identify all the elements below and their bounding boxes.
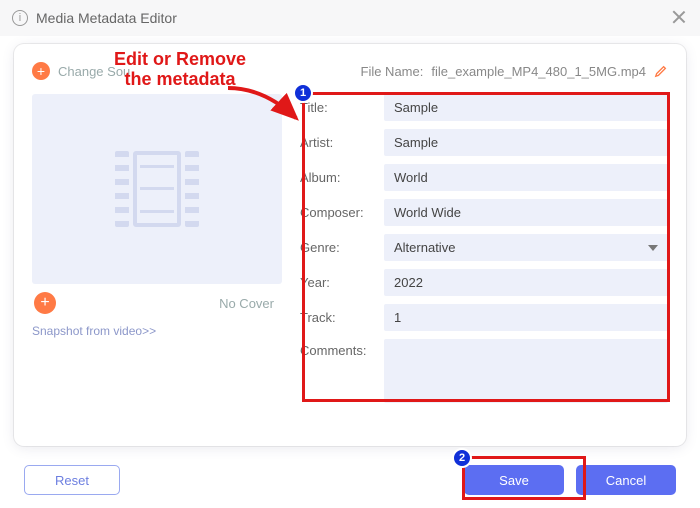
genre-value: Alternative [394,240,455,255]
metadata-form: Title: Artist: Album: Composer: Genre: A… [300,94,668,434]
cover-preview [32,94,282,284]
year-label: Year: [300,275,378,290]
close-icon[interactable] [672,10,686,24]
album-input[interactable] [384,164,668,191]
album-label: Album: [300,170,378,185]
content-row: + No Cover Snapshot from video>> Title: … [32,94,668,434]
track-label: Track: [300,310,378,325]
footer: Reset Save Cancel [0,452,700,508]
editor-card: + Change Sou File Name: file_example_MP4… [14,44,686,446]
change-source[interactable]: + Change Sou [32,62,130,80]
comments-label: Comments: [300,339,378,358]
artist-label: Artist: [300,135,378,150]
cover-column: + No Cover Snapshot from video>> [32,94,282,434]
file-name-label: File Name: [361,64,424,79]
file-name-value: file_example_MP4_480_1_5MG.mp4 [431,64,646,79]
titlebar: i Media Metadata Editor [0,0,700,36]
edit-filename-icon[interactable] [654,64,668,78]
no-cover-label: No Cover [219,296,274,311]
title-label: Title: [300,100,378,115]
year-input[interactable] [384,269,668,296]
comments-input[interactable] [384,339,668,403]
chevron-down-icon [648,245,658,251]
save-button[interactable]: Save [464,465,564,495]
genre-select[interactable]: Alternative [384,234,668,261]
plus-icon: + [32,62,50,80]
window-title: Media Metadata Editor [36,10,177,26]
artist-input[interactable] [384,129,668,156]
composer-input[interactable] [384,199,668,226]
change-source-label: Change Sou [58,64,130,79]
reset-button[interactable]: Reset [24,465,120,495]
title-input[interactable] [384,94,668,121]
cancel-button[interactable]: Cancel [576,465,676,495]
filename-display: File Name: file_example_MP4_480_1_5MG.mp… [361,64,669,79]
footer-right: Save Cancel [464,465,676,495]
cover-placeholder-icon [115,151,199,227]
composer-label: Composer: [300,205,378,220]
genre-label: Genre: [300,240,378,255]
info-icon: i [12,10,28,26]
cover-footer: + No Cover [32,284,282,314]
card-header-row: + Change Sou File Name: file_example_MP4… [32,58,668,84]
snapshot-from-video-link[interactable]: Snapshot from video>> [32,324,282,338]
add-cover-button[interactable]: + [34,292,56,314]
track-input[interactable] [384,304,668,331]
